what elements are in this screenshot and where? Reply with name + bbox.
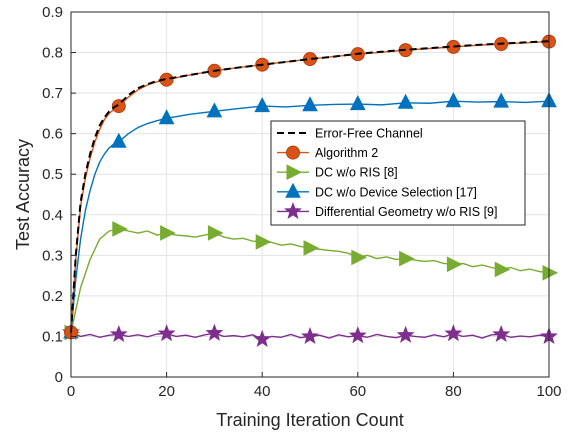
series-marker [396, 325, 415, 343]
y-tick-label: 0.8 [42, 45, 63, 62]
series-0 [70, 40, 550, 333]
x-tick-label: 60 [349, 383, 366, 400]
x-tick-label: 20 [158, 383, 175, 400]
x-tick-label: 40 [254, 383, 271, 400]
y-tick-label: 0.7 [42, 85, 63, 102]
tick-labels: 0 20 40 60 80 100 0 0.1 0.2 0.3 0.4 0.5 0.6 0.7 0.8 0.9 [42, 4, 561, 400]
series-2 [64, 221, 559, 341]
series-marker [112, 221, 128, 237]
y-tick-label: 0.6 [42, 126, 63, 143]
series-marker [492, 324, 511, 343]
series-marker [349, 95, 366, 111]
series-marker [255, 234, 272, 250]
series-marker [351, 249, 367, 266]
series-marker [160, 225, 176, 241]
x-tick-label: 80 [445, 383, 462, 400]
series-line [70, 40, 550, 333]
series-marker [542, 264, 559, 281]
legend-label: Algorithm 2 [315, 146, 378, 160]
series-layer [62, 34, 559, 347]
legend-label: Differential Geometry w/o RIS [9] [315, 205, 497, 219]
x-tick-label: 100 [536, 383, 561, 400]
series-marker [302, 96, 318, 112]
legend-label: Error-Free Channel [315, 127, 423, 141]
y-tick-label: 0.3 [42, 247, 63, 264]
legend-box [270, 120, 526, 226]
series-marker [494, 261, 511, 278]
y-tick-label: 0.4 [42, 207, 63, 224]
legend: Error-Free Channel Algorithm 2 DC w/o RIS … [270, 120, 526, 226]
series-marker [397, 93, 414, 109]
series-marker [446, 256, 463, 273]
series-marker [111, 99, 126, 114]
series-marker [109, 324, 128, 343]
series-marker [205, 323, 224, 341]
series-marker [445, 92, 462, 108]
x-tick-label: 0 [67, 383, 75, 400]
series-marker [444, 324, 463, 342]
series-marker [493, 92, 510, 108]
series-marker [206, 102, 223, 118]
y-tick-label: 0 [55, 369, 63, 386]
series-marker [158, 109, 175, 125]
y-tick-label: 0.9 [42, 4, 63, 21]
series-marker [301, 326, 319, 345]
legend-marker [286, 145, 300, 160]
series-marker [207, 225, 224, 241]
legend-label: DC w/o Device Selection [17] [315, 185, 477, 199]
legend-marker [285, 182, 301, 198]
plot-frame [70, 11, 550, 378]
legend-label: DC w/o RIS [8] [315, 166, 398, 180]
y-tick-label: 0.2 [42, 288, 63, 305]
y-tick-label: 0.5 [42, 166, 63, 183]
y-tick-label: 0.1 [42, 328, 63, 345]
series-marker [253, 329, 272, 347]
y-axis-label: Test Accuracy [13, 139, 33, 250]
series-marker [157, 324, 176, 342]
series-marker [110, 132, 127, 148]
x-axis-label: Training Iteration Count [216, 410, 403, 430]
legend-marker [284, 202, 302, 220]
series-marker [303, 240, 320, 256]
legend-marker [286, 164, 303, 181]
series-line [70, 100, 550, 333]
series-marker [399, 250, 415, 267]
series-marker [348, 326, 367, 344]
series-marker [254, 97, 271, 113]
